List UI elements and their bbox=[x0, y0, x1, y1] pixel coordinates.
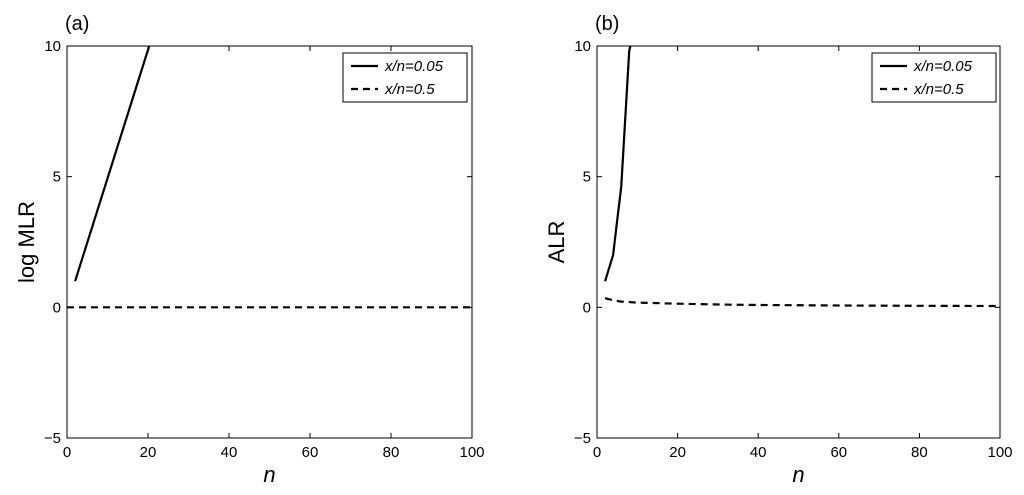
legend-box bbox=[342, 52, 468, 103]
x-tick-label: 100 bbox=[987, 444, 1012, 461]
panel-label: (b) bbox=[595, 13, 619, 35]
series-line-solid bbox=[74, 46, 151, 282]
y-tick-label: −5 bbox=[574, 430, 591, 447]
x-tick-label: 40 bbox=[750, 444, 767, 461]
x-tick-label: 80 bbox=[911, 444, 928, 461]
y-tick-label: 0 bbox=[583, 299, 591, 316]
y-tick-label: −5 bbox=[44, 430, 61, 447]
x-tick-label: 40 bbox=[221, 444, 238, 461]
x-tick-label: 100 bbox=[459, 444, 484, 461]
x-tick-label: 20 bbox=[140, 444, 157, 461]
y-axis-label: ALR bbox=[544, 221, 569, 264]
x-tick-label: 0 bbox=[63, 444, 71, 461]
legend-entry: x/n=0.5 bbox=[384, 81, 435, 98]
plot-area bbox=[67, 46, 472, 309]
x-tick-label: 60 bbox=[830, 444, 847, 461]
y-tick-label: 0 bbox=[53, 299, 61, 316]
x-axis-label: n bbox=[263, 462, 275, 487]
axes-box bbox=[66, 45, 473, 439]
y-tick-label: 5 bbox=[53, 169, 61, 186]
x-tick-label: 60 bbox=[302, 444, 319, 461]
x-axis-label: n bbox=[792, 462, 804, 487]
y-tick-label: 10 bbox=[44, 38, 61, 55]
series-line-solid bbox=[604, 46, 632, 282]
x-tick-label: 0 bbox=[593, 444, 601, 461]
legend-entry: x/n=0.05 bbox=[384, 58, 444, 75]
x-tick-label: 20 bbox=[669, 444, 686, 461]
legend-entry: x/n=0.05 bbox=[913, 58, 973, 75]
y-axis-label: log MLR bbox=[14, 201, 39, 283]
legend: x/n=0.05 x/n=0.5 bbox=[871, 52, 997, 103]
panel-label: (a) bbox=[65, 13, 89, 35]
legend: x/n=0.05 x/n=0.5 bbox=[342, 52, 468, 103]
series-line-dashed bbox=[604, 297, 1000, 308]
plot-area bbox=[604, 46, 1000, 308]
y-tick-label: 5 bbox=[583, 169, 591, 186]
y-tick-label: 10 bbox=[574, 38, 591, 55]
axes-box bbox=[596, 45, 1001, 439]
legend-box bbox=[871, 52, 997, 103]
legend-entry: x/n=0.5 bbox=[913, 81, 964, 98]
x-tick-label: 80 bbox=[383, 444, 400, 461]
